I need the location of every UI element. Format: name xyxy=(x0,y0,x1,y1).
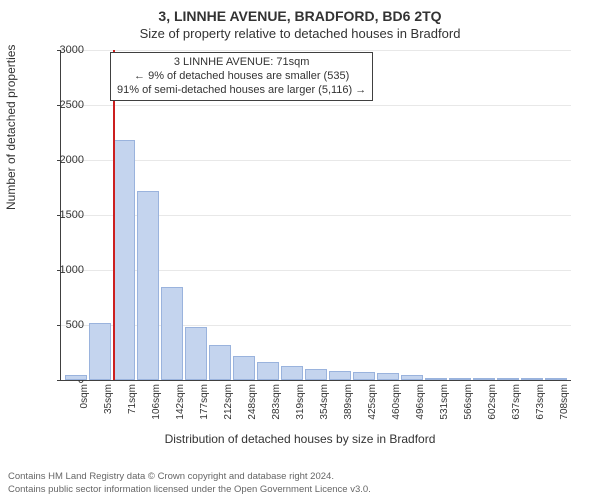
footer-line: Contains public sector information licen… xyxy=(8,484,371,496)
histogram-bar xyxy=(425,378,447,380)
x-tick-label: 708sqm xyxy=(559,384,570,420)
histogram-bar xyxy=(137,191,159,380)
chart-container: 3, LINNHE AVENUE, BRADFORD, BD6 2TQ Size… xyxy=(0,0,600,500)
x-tick-label: 212sqm xyxy=(223,384,234,420)
annotation-line: ← 9% of detached houses are smaller (535… xyxy=(117,70,366,84)
x-tick-label: 142sqm xyxy=(175,384,186,420)
histogram-bar xyxy=(257,362,279,380)
histogram-bar xyxy=(329,371,351,380)
histogram-bar xyxy=(281,366,303,380)
x-tick-label: 566sqm xyxy=(463,384,474,420)
x-tick-label: 71sqm xyxy=(127,384,138,414)
histogram-bar xyxy=(473,378,495,380)
footer-attribution: Contains HM Land Registry data © Crown c… xyxy=(8,471,371,496)
histogram-bar xyxy=(185,327,207,380)
histogram-bar xyxy=(497,378,519,380)
annotation-line: 91% of semi-detached houses are larger (… xyxy=(117,84,366,98)
histogram-bar xyxy=(113,140,135,380)
x-tick-label: 637sqm xyxy=(511,384,522,420)
annotation-box: 3 LINNHE AVENUE: 71sqm ← 9% of detached … xyxy=(110,52,373,101)
x-tick-label: 177sqm xyxy=(199,384,210,420)
annotation-line: 3 LINNHE AVENUE: 71sqm xyxy=(117,56,366,70)
histogram-bar xyxy=(401,375,423,381)
histogram-bar xyxy=(377,373,399,380)
histogram-bar xyxy=(233,356,255,380)
x-tick-label: 602sqm xyxy=(487,384,498,420)
x-tick-label: 389sqm xyxy=(343,384,354,420)
x-tick-label: 496sqm xyxy=(415,384,426,420)
chart-title: 3, LINNHE AVENUE, BRADFORD, BD6 2TQ xyxy=(0,0,600,24)
x-axis-label: Distribution of detached houses by size … xyxy=(0,432,600,446)
x-tick-label: 0sqm xyxy=(79,384,90,408)
x-tick-label: 425sqm xyxy=(367,384,378,420)
x-tick-label: 35sqm xyxy=(103,384,114,414)
x-tick-label: 248sqm xyxy=(247,384,258,420)
x-tick-label: 283sqm xyxy=(271,384,282,420)
x-tick-label: 354sqm xyxy=(319,384,330,420)
histogram-bar xyxy=(545,378,567,380)
histogram-bar xyxy=(209,345,231,380)
histogram-bar xyxy=(89,323,111,380)
histogram-bar xyxy=(353,372,375,380)
histogram-bar xyxy=(65,375,87,381)
histogram-bar xyxy=(449,378,471,380)
x-tick-label: 460sqm xyxy=(391,384,402,420)
x-tick-label: 319sqm xyxy=(295,384,306,420)
x-tick-label: 531sqm xyxy=(439,384,450,420)
footer-line: Contains HM Land Registry data © Crown c… xyxy=(8,471,371,483)
x-tick-label: 106sqm xyxy=(151,384,162,420)
histogram-bar xyxy=(161,287,183,381)
histogram-bar xyxy=(521,378,543,380)
y-axis-label: Number of detached properties xyxy=(4,45,18,210)
x-tick-label: 673sqm xyxy=(535,384,546,420)
histogram-bar xyxy=(305,369,327,380)
chart-subtitle: Size of property relative to detached ho… xyxy=(0,24,600,41)
